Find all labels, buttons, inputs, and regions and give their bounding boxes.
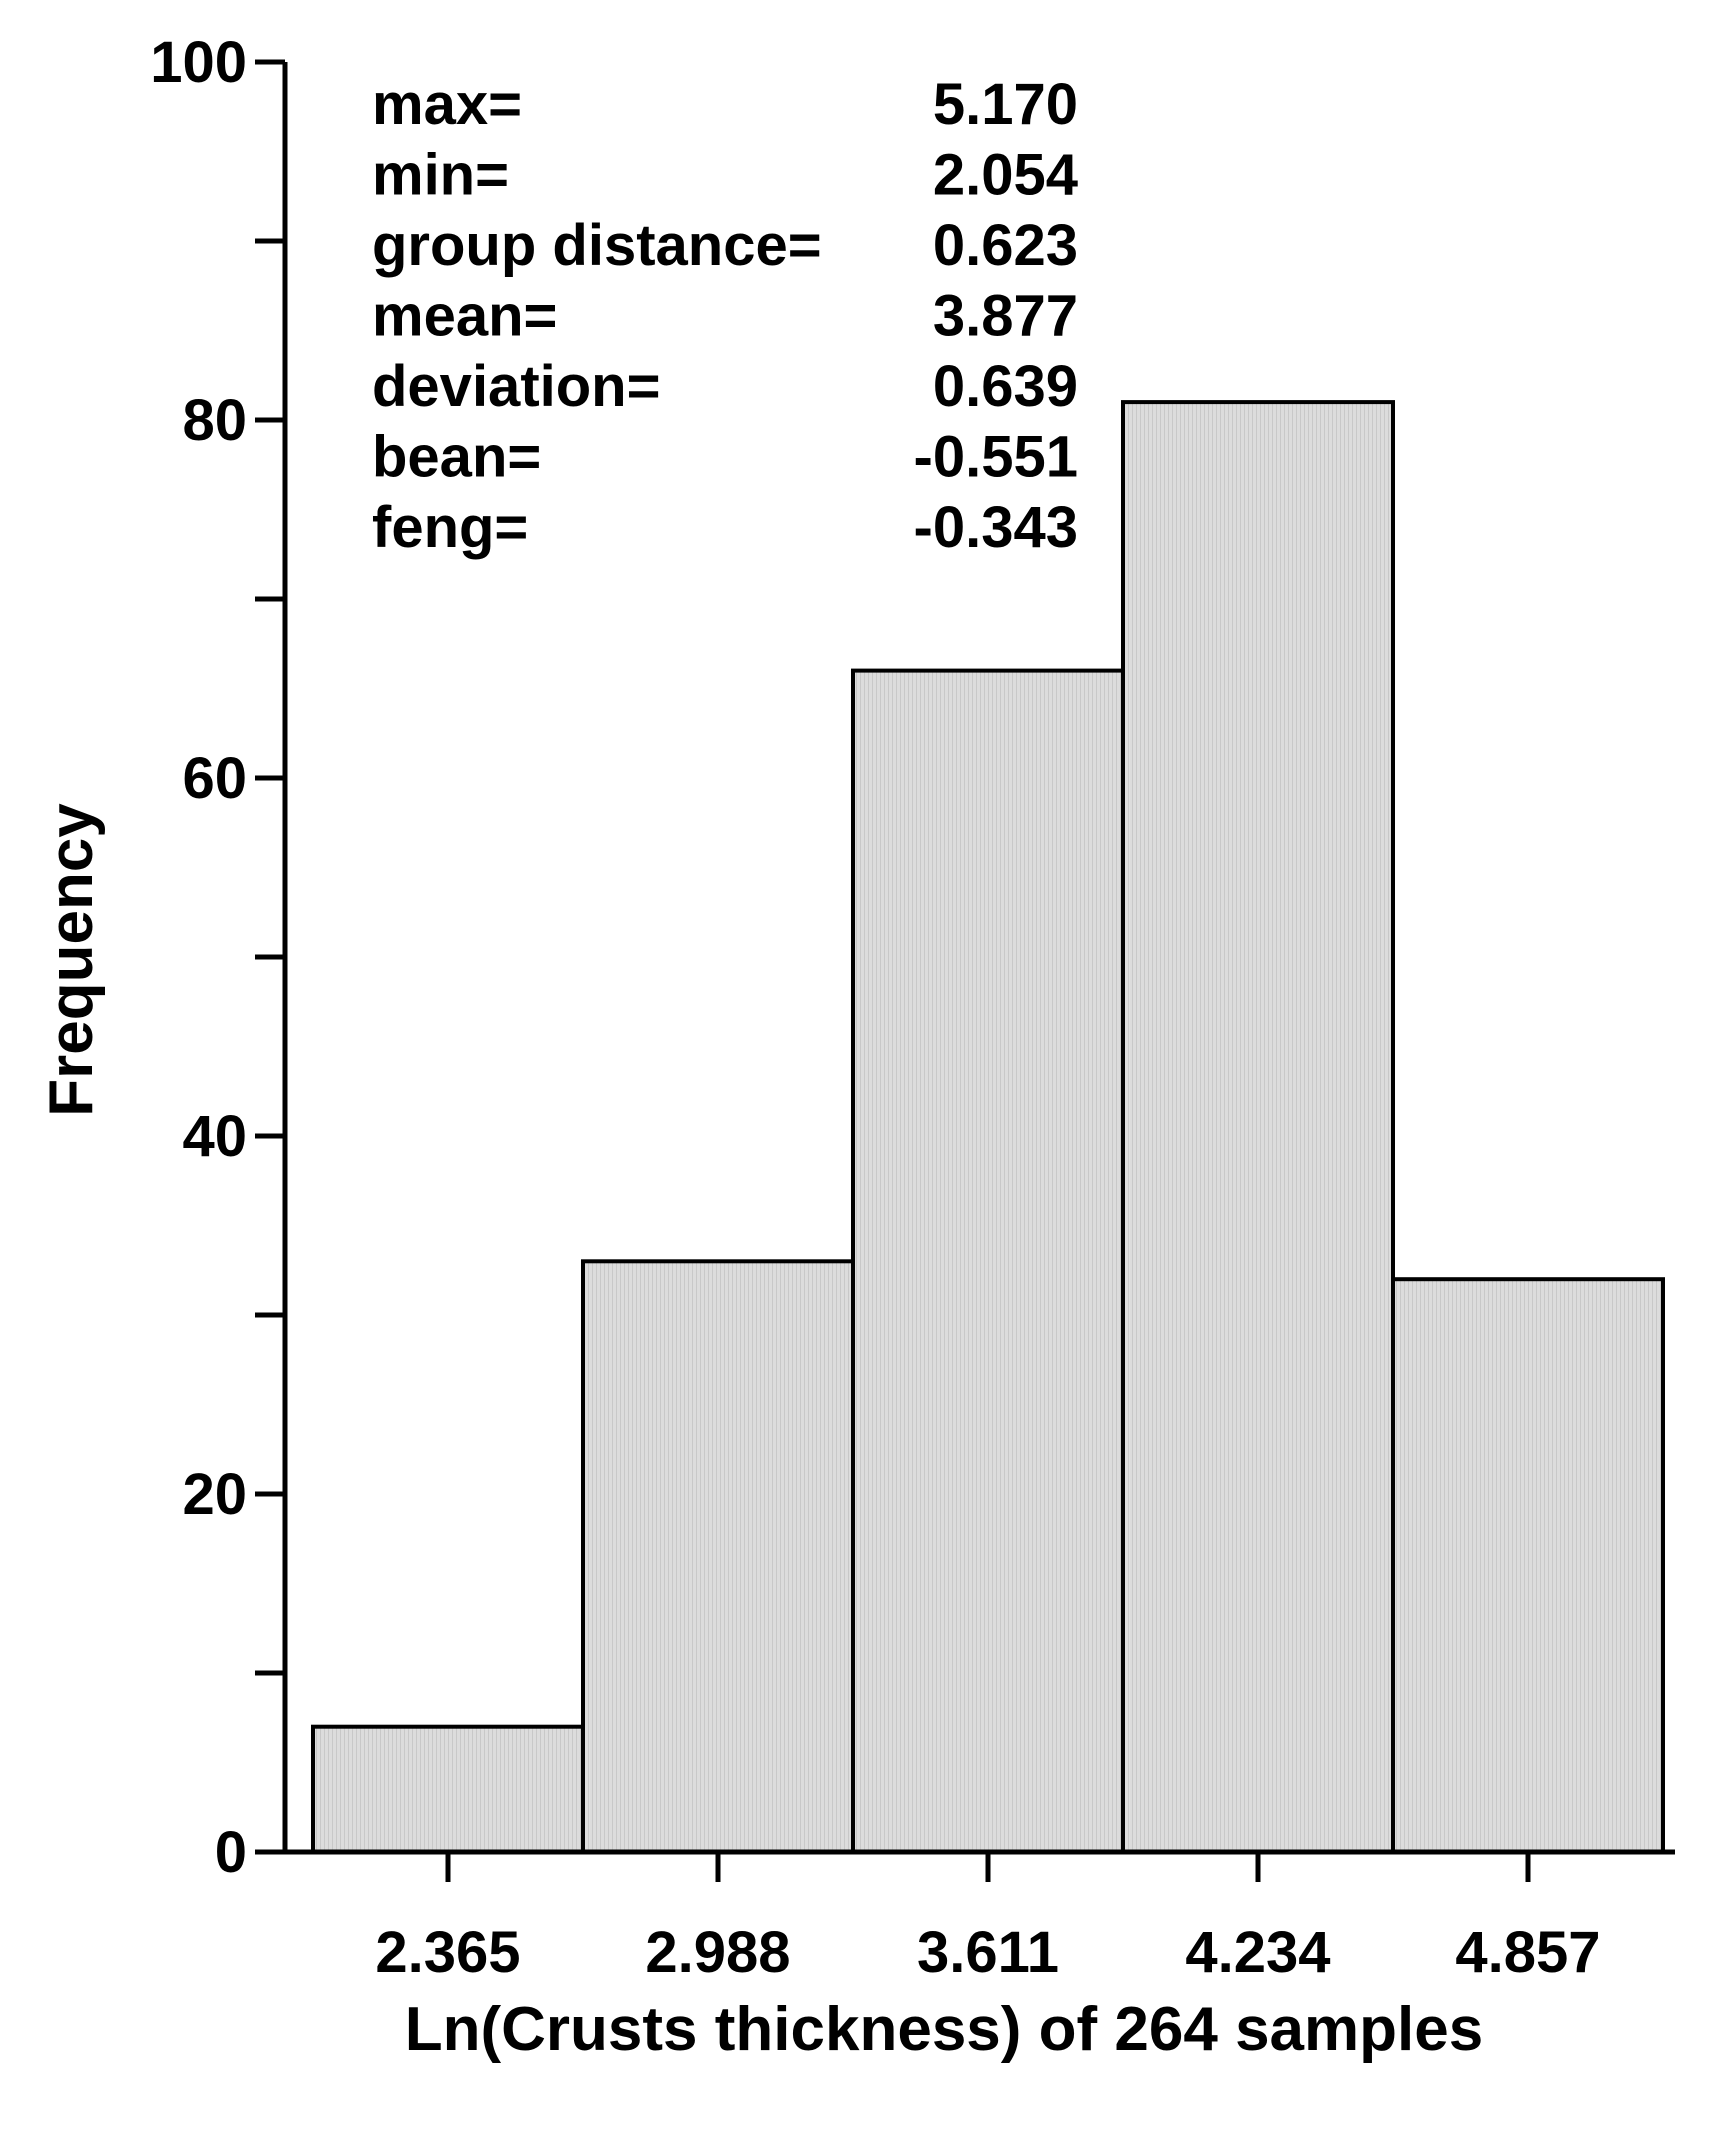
stat-label: feng=: [372, 495, 528, 560]
statistics-annotation: max= 5.170 min= 2.054 group distance= 0.623 me…: [372, 72, 1078, 560]
y-tick-labels: 0 20 40 60 80 100: [150, 30, 247, 1885]
y-tick-label-0: 0: [215, 1820, 247, 1885]
axes-group: [255, 59, 1675, 1882]
stat-value: 0.639: [933, 354, 1078, 419]
x-tick-label-4.857: 4.857: [1455, 1920, 1600, 1985]
bars-group: [311, 400, 1665, 1855]
stat-value: 2.054: [933, 143, 1078, 208]
stat-value: -0.551: [914, 425, 1078, 490]
x-axis-title: Ln(Crusts thickness) of 264 samples: [405, 1995, 1483, 2064]
stat-label: deviation=: [372, 354, 660, 419]
bar-3.611: [851, 668, 1125, 1854]
y-tick-label-100: 100: [150, 30, 247, 95]
y-axis-title: Frequency: [37, 803, 106, 1117]
y-tick-label-60: 60: [182, 746, 247, 811]
y-tick-label-80: 80: [182, 388, 247, 453]
bar-2.365: [311, 1724, 585, 1854]
stat-label: min=: [372, 143, 509, 208]
stat-label: bean=: [372, 425, 541, 490]
bar-2.988: [581, 1259, 855, 1855]
bar-4.234: [1121, 400, 1395, 1855]
stat-label: group distance=: [372, 213, 822, 278]
x-tick-labels: 2.365 2.988 3.611 4.234 4.857: [375, 1920, 1600, 1985]
stat-label: mean=: [372, 284, 557, 349]
x-tick-label-4.234: 4.234: [1185, 1920, 1330, 1985]
stat-value: 5.170: [933, 72, 1078, 137]
stat-value: 0.623: [933, 213, 1078, 278]
x-tick-label-2.365: 2.365: [375, 1920, 520, 1985]
bar-4.857: [1391, 1277, 1665, 1854]
x-tick-label-3.611: 3.611: [917, 1920, 1059, 1985]
stat-value: 3.877: [933, 284, 1078, 349]
stat-value: -0.343: [914, 495, 1078, 560]
y-tick-label-40: 40: [182, 1104, 247, 1169]
y-tick-label-20: 20: [182, 1462, 247, 1527]
x-tick-label-2.988: 2.988: [645, 1920, 790, 1985]
stat-label: max=: [372, 72, 522, 137]
